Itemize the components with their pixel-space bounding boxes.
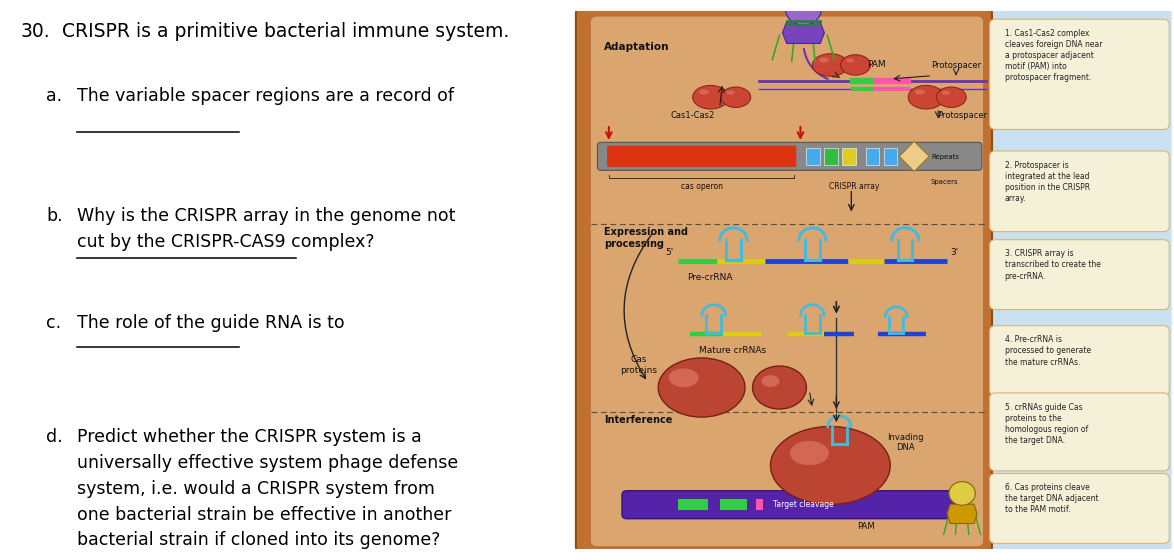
FancyBboxPatch shape xyxy=(987,10,1172,550)
Ellipse shape xyxy=(812,54,849,76)
Ellipse shape xyxy=(937,87,966,108)
Text: Mature crRNAs: Mature crRNAs xyxy=(699,346,765,354)
Bar xyxy=(756,500,763,510)
Text: c.: c. xyxy=(46,314,61,332)
Text: PAM: PAM xyxy=(857,522,875,531)
Ellipse shape xyxy=(846,58,855,63)
FancyBboxPatch shape xyxy=(591,17,983,546)
FancyBboxPatch shape xyxy=(598,142,981,170)
Text: cas operon: cas operon xyxy=(681,182,723,191)
FancyBboxPatch shape xyxy=(576,6,992,554)
FancyBboxPatch shape xyxy=(622,491,967,519)
Text: 30.: 30. xyxy=(20,22,49,41)
Text: CRISPR is a primitive bacterial immune system.: CRISPR is a primitive bacterial immune s… xyxy=(62,22,510,41)
Text: Protospacer: Protospacer xyxy=(937,111,987,120)
FancyBboxPatch shape xyxy=(990,326,1169,395)
FancyBboxPatch shape xyxy=(990,151,1169,232)
Ellipse shape xyxy=(770,427,890,505)
Polygon shape xyxy=(947,504,977,524)
Text: 2. Protospacer is
integrated at the lead
position in the CRISPR
array.: 2. Protospacer is integrated at the lead… xyxy=(1005,161,1089,203)
Bar xyxy=(677,500,708,510)
Ellipse shape xyxy=(909,85,944,109)
Text: Pre-crRNA: Pre-crRNA xyxy=(687,273,733,282)
Text: 1. Cas1-Cas2 complex
cleaves foreign DNA near
a protospacer adjacent
motif (PAM): 1. Cas1-Cas2 complex cleaves foreign DNA… xyxy=(1005,29,1102,82)
Text: 5': 5' xyxy=(666,248,674,257)
Text: d.: d. xyxy=(46,428,62,446)
FancyBboxPatch shape xyxy=(990,19,1169,129)
Text: Adaptation: Adaptation xyxy=(605,43,669,53)
Text: The role of the guide RNA is to: The role of the guide RNA is to xyxy=(76,314,344,332)
Ellipse shape xyxy=(762,375,780,387)
Text: b.: b. xyxy=(46,207,62,225)
Text: Expression and
processing: Expression and processing xyxy=(605,227,688,249)
Ellipse shape xyxy=(790,441,829,465)
Text: Cas
proteins: Cas proteins xyxy=(620,355,657,375)
Polygon shape xyxy=(899,141,929,171)
Bar xyxy=(843,148,856,165)
Text: 5. crRNAs guide Cas
proteins to the
homologous region of
the target DNA.: 5. crRNAs guide Cas proteins to the homo… xyxy=(1005,403,1088,445)
Bar xyxy=(866,148,879,165)
Ellipse shape xyxy=(693,85,729,109)
Text: 3. CRISPR array is
transcribed to create the
pre-crRNA.: 3. CRISPR array is transcribed to create… xyxy=(1005,249,1100,281)
Ellipse shape xyxy=(700,90,709,95)
Ellipse shape xyxy=(819,58,829,63)
Text: a.: a. xyxy=(46,87,62,105)
Text: Cas1-Cas2: Cas1-Cas2 xyxy=(670,111,715,120)
FancyBboxPatch shape xyxy=(990,474,1169,543)
Bar xyxy=(824,148,837,165)
Ellipse shape xyxy=(841,55,870,75)
Text: 6. Cas proteins cleave
the target DNA adjacent
to the PAM motif.: 6. Cas proteins cleave the target DNA ad… xyxy=(1005,483,1098,515)
Circle shape xyxy=(949,482,976,505)
Ellipse shape xyxy=(727,91,735,95)
Ellipse shape xyxy=(659,358,745,417)
Text: Target cleavage: Target cleavage xyxy=(772,500,834,509)
Circle shape xyxy=(785,0,822,25)
FancyBboxPatch shape xyxy=(607,146,796,167)
FancyBboxPatch shape xyxy=(990,240,1169,310)
Text: Interference: Interference xyxy=(605,416,673,426)
FancyBboxPatch shape xyxy=(990,393,1169,471)
Text: The variable spacer regions are a record of: The variable spacer regions are a record… xyxy=(76,87,453,105)
Text: Invading
DNA: Invading DNA xyxy=(888,433,924,452)
Polygon shape xyxy=(782,22,824,44)
Text: Protospacer: Protospacer xyxy=(931,62,981,71)
Ellipse shape xyxy=(669,368,699,388)
Text: PAM: PAM xyxy=(868,60,886,69)
Ellipse shape xyxy=(721,87,750,108)
Text: Spacers: Spacers xyxy=(931,179,959,185)
Text: Predict whether the CRISPR system is a
universally effective system phage defens: Predict whether the CRISPR system is a u… xyxy=(76,428,458,549)
Ellipse shape xyxy=(915,90,925,95)
Text: Repeats: Repeats xyxy=(931,155,959,160)
Bar xyxy=(720,500,747,510)
Text: Why is the CRISPR array in the genome not
cut by the CRISPR-CAS9 complex?: Why is the CRISPR array in the genome no… xyxy=(76,207,454,251)
Bar xyxy=(807,148,819,165)
Ellipse shape xyxy=(942,91,950,95)
Bar xyxy=(884,148,897,165)
Ellipse shape xyxy=(753,366,807,409)
Text: 4. Pre-crRNA is
processed to generate
the mature crRNAs.: 4. Pre-crRNA is processed to generate th… xyxy=(1005,335,1091,367)
Text: 3': 3' xyxy=(950,248,958,257)
Text: CRISPR array: CRISPR array xyxy=(829,182,879,191)
